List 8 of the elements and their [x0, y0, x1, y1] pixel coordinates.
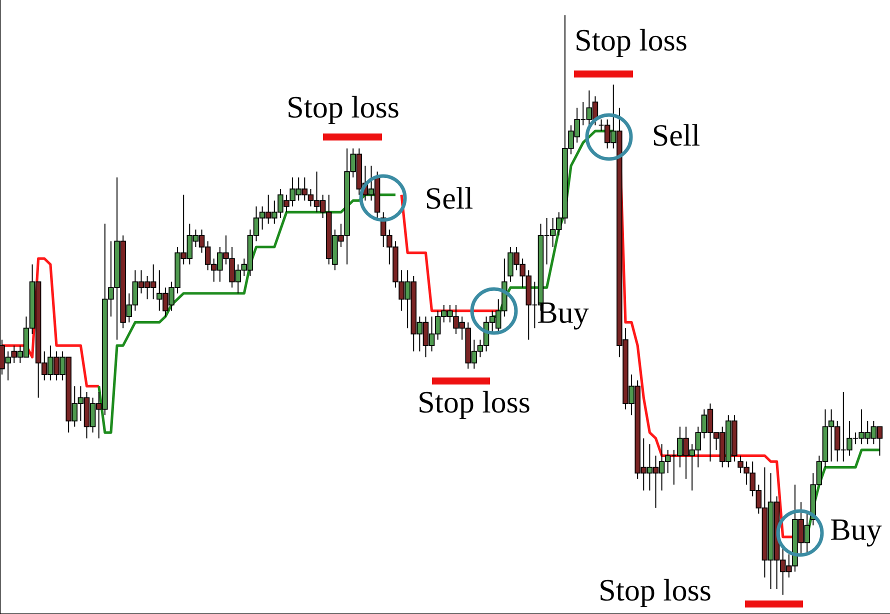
annotation: Buy [538, 302, 589, 330]
annotation: Stop loss [288, 96, 398, 124]
annotation: Stop loss [576, 28, 686, 58]
annotation: Stop loss [600, 578, 710, 608]
annotation: Sell [426, 187, 473, 209]
annotation: Sell [654, 124, 700, 146]
annotation: Buy [831, 519, 882, 546]
annotation: Stop loss [420, 390, 530, 420]
